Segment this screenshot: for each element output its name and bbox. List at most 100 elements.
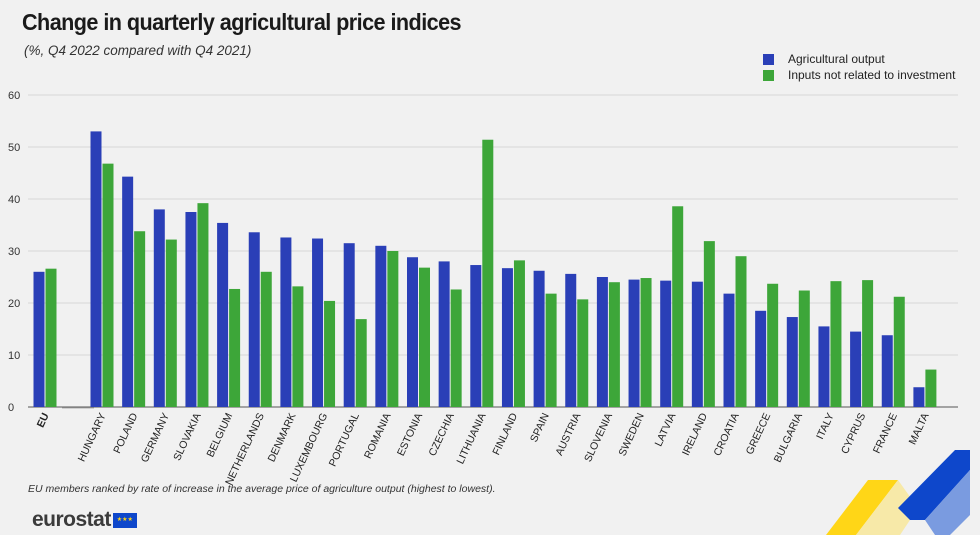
- bar-inputs-slovakia: [197, 203, 209, 407]
- footnote: EU members ranked by rate of increase in…: [28, 483, 496, 495]
- x-tick-label: SLOVAKIA: [171, 411, 204, 462]
- x-tick-label: BULGARIA: [772, 411, 805, 464]
- bar-agricultural-output-slovakia: [185, 212, 197, 407]
- decorative-corner-graphic: [826, 450, 970, 535]
- bar-agricultural-output-italy: [818, 326, 830, 407]
- bar-inputs-ireland: [703, 241, 715, 407]
- bar-agricultural-output-lithuania: [470, 265, 482, 407]
- bar-agricultural-output-czechia: [438, 261, 450, 407]
- x-tick-label: LATVIA: [653, 411, 679, 448]
- eu-flag-icon: ★★★: [112, 512, 137, 528]
- x-tick-label: ROMANIA: [362, 411, 394, 460]
- bar-agricultural-output-poland: [122, 176, 134, 407]
- x-tick-label: CYPRUS: [839, 411, 868, 456]
- bar-agricultural-output-sweden: [628, 279, 640, 407]
- x-tick-label: CZECHIA: [427, 411, 457, 458]
- bar-inputs-sweden: [640, 278, 652, 407]
- bar-agricultural-output-germany: [153, 209, 165, 407]
- x-tick-label: BELGIUM: [204, 411, 235, 459]
- bar-inputs-luxembourg: [324, 300, 336, 407]
- bar-agricultural-output-eu: [33, 271, 45, 407]
- deco-blue-stripe: [898, 450, 970, 520]
- x-tick-label: FINLAND: [490, 411, 520, 457]
- bar-inputs-cyprus: [862, 280, 874, 407]
- x-tick-label: DENMARK: [266, 411, 299, 464]
- bar-agricultural-output-denmark: [280, 237, 292, 407]
- x-tick-label: HUNGARY: [76, 411, 109, 463]
- legend-label-agricultural-output: Agricultural output: [788, 52, 885, 66]
- bar-inputs-portugal: [355, 319, 367, 407]
- x-tick-label: FRANCE: [871, 411, 900, 455]
- bar-agricultural-output-spain: [533, 270, 545, 407]
- chart-subtitle: (%, Q4 2022 compared with Q4 2021): [24, 43, 252, 58]
- legend-item-inputs: Inputs not related to investment: [763, 68, 955, 82]
- bar-agricultural-output-luxembourg: [312, 238, 324, 407]
- bar-agricultural-output-malta: [913, 387, 925, 407]
- bar-inputs-germany: [165, 239, 177, 407]
- bars: [33, 131, 937, 407]
- y-tick-label: 10: [8, 350, 20, 362]
- bar-inputs-hungary: [102, 163, 114, 407]
- bar-agricultural-output-cyprus: [850, 331, 862, 407]
- bar-agricultural-output-hungary: [90, 131, 102, 407]
- bar-agricultural-output-austria: [565, 273, 577, 407]
- bar-agricultural-output-portugal: [343, 243, 355, 407]
- eurostat-logo: eurostat ★★★: [32, 508, 137, 532]
- x-tick-label: SPAIN: [528, 411, 552, 444]
- legend-swatch-agricultural-output: [763, 53, 774, 65]
- x-tick-label: GERMANY: [139, 411, 172, 464]
- bar-inputs-latvia: [672, 206, 684, 407]
- bar-agricultural-output-netherlands: [248, 232, 260, 407]
- bar-inputs-austria: [577, 299, 589, 407]
- x-tick-label: POLAND: [111, 411, 140, 456]
- bar-agricultural-output-ireland: [691, 281, 703, 407]
- bar-agricultural-output-france: [881, 335, 893, 407]
- bar-agricultural-output-estonia: [407, 257, 418, 407]
- x-tick-label: MALTA: [907, 411, 932, 446]
- x-tick-label: PORTUGAL: [327, 411, 362, 468]
- x-tick-label: GREECE: [744, 411, 774, 456]
- bar-agricultural-output-finland: [501, 268, 513, 407]
- y-tick-label: 50: [8, 142, 20, 154]
- bar-inputs-lithuania: [482, 139, 494, 407]
- bar-inputs-france: [893, 296, 905, 407]
- legend-label-inputs: Inputs not related to investment: [788, 68, 956, 82]
- bar-inputs-denmark: [292, 286, 304, 407]
- bar-agricultural-output-greece: [755, 310, 767, 407]
- bar-inputs-greece: [767, 283, 779, 407]
- bar-inputs-italy: [830, 281, 842, 407]
- bar-inputs-slovenia: [608, 282, 620, 407]
- bar-inputs-estonia: [419, 267, 430, 407]
- x-tick-label: IRELAND: [680, 411, 710, 458]
- y-tick-label: 40: [8, 194, 20, 206]
- bar-inputs-spain: [545, 293, 557, 407]
- y-tick-label: 30: [8, 246, 20, 258]
- bar-inputs-bulgaria: [798, 290, 810, 407]
- x-tick-label: ESTONIA: [395, 411, 425, 458]
- deco-light-blue-stripe: [925, 470, 970, 535]
- x-tick-label: ITALY: [814, 411, 837, 441]
- bar-inputs-croatia: [735, 256, 747, 407]
- chart-title: Change in quarterly agricultural price i…: [22, 9, 462, 35]
- y-tick-label: 0: [8, 402, 14, 414]
- bar-inputs-poland: [134, 231, 146, 407]
- bar-agricultural-output-croatia: [723, 293, 735, 407]
- bar-inputs-malta: [925, 369, 937, 407]
- x-tick-label: SWEDEN: [616, 411, 646, 458]
- deco-light-stripe: [856, 480, 918, 535]
- bar-agricultural-output-bulgaria: [786, 317, 798, 407]
- y-tick-label: 60: [8, 90, 20, 102]
- bar-inputs-belgium: [229, 288, 241, 407]
- legend-item-agricultural-output: Agricultural output: [763, 52, 885, 66]
- bar-agricultural-output-belgium: [217, 222, 229, 407]
- logo-text: eurostat: [32, 508, 111, 531]
- bar-agricultural-output-romania: [375, 245, 387, 407]
- bar-agricultural-output-latvia: [660, 280, 672, 407]
- deco-yellow-stripe: [826, 480, 898, 535]
- bar-inputs-romania: [387, 251, 399, 407]
- bar-agricultural-output-slovenia: [596, 277, 608, 407]
- bar-inputs-eu: [45, 268, 57, 407]
- bar-inputs-netherlands: [260, 271, 272, 407]
